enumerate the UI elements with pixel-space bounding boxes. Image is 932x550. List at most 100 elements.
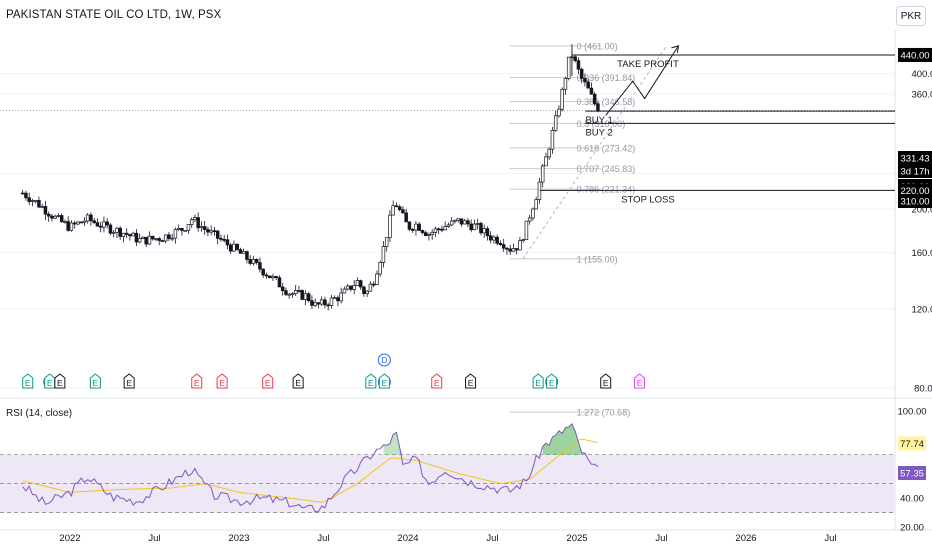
candle-body[interactable]: [303, 293, 308, 300]
currency-button[interactable]: PKR: [896, 6, 926, 26]
candle-body[interactable]: [550, 130, 555, 150]
earnings-icon[interactable]: [54, 373, 66, 389]
candle-body[interactable]: [313, 302, 317, 306]
candle-body[interactable]: [258, 262, 262, 270]
candle-body[interactable]: [508, 248, 512, 252]
candle-body[interactable]: [40, 206, 44, 208]
candle-body[interactable]: [280, 286, 285, 292]
candle-body[interactable]: [410, 229, 415, 231]
candle-body[interactable]: [479, 222, 483, 234]
candle-body[interactable]: [102, 221, 106, 228]
candle-body[interactable]: [589, 87, 594, 95]
candle-body[interactable]: [144, 236, 148, 245]
candle-body[interactable]: [544, 156, 548, 167]
candle-body[interactable]: [63, 221, 67, 223]
rsi-pane[interactable]: RSI (14, close): [0, 408, 895, 513]
candle-body[interactable]: [82, 220, 87, 223]
candle-body[interactable]: [66, 221, 70, 231]
candle-body[interactable]: [339, 292, 343, 302]
price-tag[interactable]: [898, 164, 932, 178]
candle-body[interactable]: [414, 223, 418, 231]
candle-body[interactable]: [579, 68, 584, 79]
candle-body[interactable]: [592, 93, 597, 105]
candle-body[interactable]: [206, 229, 210, 233]
candle-body[interactable]: [108, 224, 113, 234]
candle-body[interactable]: [505, 247, 509, 250]
candle-body[interactable]: [420, 230, 425, 233]
candle-body[interactable]: [368, 283, 373, 292]
candle-body[interactable]: [498, 242, 503, 245]
rsi-value-badge[interactable]: [898, 466, 926, 481]
candle-body[interactable]: [436, 228, 441, 231]
candle-body[interactable]: [375, 273, 379, 285]
candle-body[interactable]: [157, 238, 161, 241]
price-tag[interactable]: [898, 151, 932, 165]
candle-body[interactable]: [27, 197, 31, 202]
candle-body[interactable]: [352, 285, 356, 290]
candle-body[interactable]: [358, 280, 363, 288]
candle-body[interactable]: [329, 297, 334, 306]
candle-body[interactable]: [316, 302, 321, 305]
candle-body[interactable]: [371, 283, 376, 286]
candle-body[interactable]: [501, 244, 506, 249]
candle-body[interactable]: [98, 225, 103, 228]
candle-body[interactable]: [225, 239, 230, 246]
price-tag[interactable]: [898, 47, 932, 62]
candle-body[interactable]: [284, 290, 288, 295]
candle-body[interactable]: [115, 227, 119, 233]
candle-body[interactable]: [154, 238, 158, 240]
candle-body[interactable]: [150, 235, 155, 240]
candle-body[interactable]: [583, 78, 587, 83]
candle-body[interactable]: [79, 221, 83, 224]
candle-body[interactable]: [85, 214, 90, 222]
candle-body[interactable]: [511, 248, 516, 252]
candle-body[interactable]: [407, 221, 412, 230]
candle-body[interactable]: [423, 232, 428, 236]
candle-body[interactable]: [440, 228, 444, 231]
candle-body[interactable]: [433, 228, 438, 233]
candle-body[interactable]: [251, 259, 256, 264]
candle-body[interactable]: [462, 220, 467, 225]
candle-body[interactable]: [430, 232, 434, 235]
candle-body[interactable]: [131, 232, 135, 237]
earnings-icon[interactable]: [22, 373, 34, 389]
candle-body[interactable]: [527, 217, 532, 222]
candle-body[interactable]: [196, 217, 200, 229]
event-markers[interactable]: E E E E E E E E E E E E E E E E ED: [22, 353, 646, 389]
candle-body[interactable]: [274, 276, 278, 278]
candle-body[interactable]: [238, 249, 243, 254]
earnings-icon[interactable]: [216, 373, 228, 389]
candle-body[interactable]: [466, 220, 470, 225]
candle-body[interactable]: [345, 285, 350, 290]
candle-body[interactable]: [50, 215, 54, 219]
candle-body[interactable]: [563, 78, 568, 90]
candle-body[interactable]: [215, 230, 220, 239]
candle-body[interactable]: [180, 227, 184, 231]
candle-body[interactable]: [459, 218, 464, 225]
candle-body[interactable]: [365, 290, 369, 294]
candle-body[interactable]: [427, 234, 431, 236]
price-axis[interactable]: 80.00120.00160.00200.00240.00360.00400.0…: [897, 47, 932, 534]
candle-body[interactable]: [384, 237, 389, 247]
dividend-icon[interactable]: [377, 353, 391, 367]
candle-body[interactable]: [495, 236, 499, 244]
earnings-icon[interactable]: [292, 373, 304, 389]
candle-body[interactable]: [417, 223, 421, 231]
candle-body[interactable]: [521, 239, 525, 242]
earnings-icon[interactable]: [378, 373, 390, 389]
candle-body[interactable]: [37, 200, 41, 208]
candle-body[interactable]: [199, 226, 204, 229]
earnings-icon[interactable]: [532, 373, 544, 389]
candle-body[interactable]: [401, 209, 405, 214]
earnings-icon[interactable]: [546, 373, 558, 389]
candle-body[interactable]: [293, 290, 298, 295]
price-tag[interactable]: [898, 194, 932, 208]
candle-body[interactable]: [212, 230, 217, 233]
candle-body[interactable]: [355, 280, 360, 286]
candle-body[interactable]: [271, 276, 275, 279]
candle-body[interactable]: [557, 108, 561, 117]
candle-body[interactable]: [176, 227, 181, 230]
candle-body[interactable]: [456, 218, 460, 221]
